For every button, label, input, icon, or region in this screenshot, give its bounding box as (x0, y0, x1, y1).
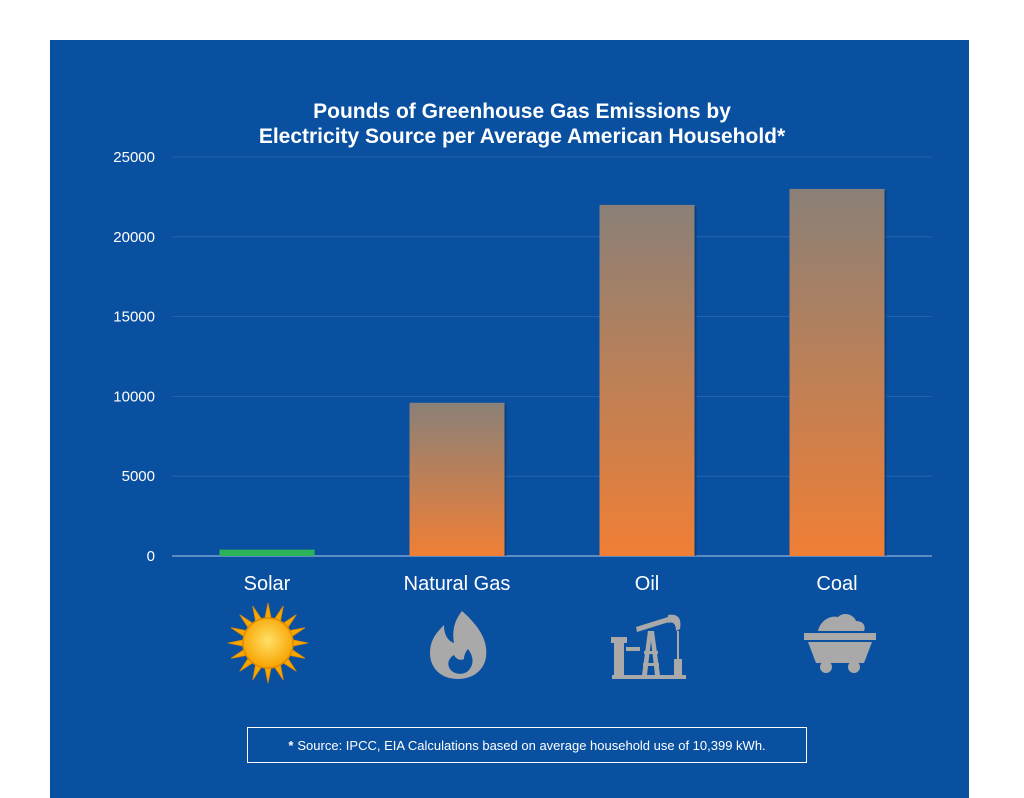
y-tick-label: 0 (147, 548, 155, 565)
sun-icon (227, 602, 309, 684)
x-tick-label: Natural Gas (404, 573, 511, 595)
coal-cart-icon (804, 614, 876, 673)
x-tick-label: Oil (635, 573, 659, 595)
flame-icon (430, 611, 487, 679)
y-tick-label: 20000 (113, 229, 155, 246)
y-tick-label: 15000 (113, 309, 155, 326)
source-footnote: * Source: IPCC, EIA Calculations based o… (247, 727, 807, 763)
bar-natural-gas (409, 402, 505, 556)
chart-title-line-1: Pounds of Greenhouse Gas Emissions by (313, 100, 731, 123)
chart-title-line-2: Electricity Source per Average American … (259, 125, 786, 148)
bars (219, 188, 887, 557)
x-tick-label: Solar (244, 573, 291, 595)
bar-solar (219, 549, 315, 556)
footnote-text: Source: IPCC, EIA Calculations based on … (297, 737, 766, 753)
bar-oil (599, 204, 695, 556)
x-axis-labels: Solar Natural Gas Oil Coal (244, 573, 858, 595)
x-tick-label: Coal (816, 573, 857, 595)
bar-coal (789, 188, 885, 557)
footnote-marker: * (288, 737, 294, 753)
y-tick-label: 10000 (113, 388, 155, 405)
oil-pump-icon (611, 614, 686, 679)
y-axis: 0 5000 10000 15000 20000 25000 (113, 149, 155, 565)
y-tick-label: 25000 (113, 149, 155, 166)
y-tick-label: 5000 (122, 468, 155, 485)
